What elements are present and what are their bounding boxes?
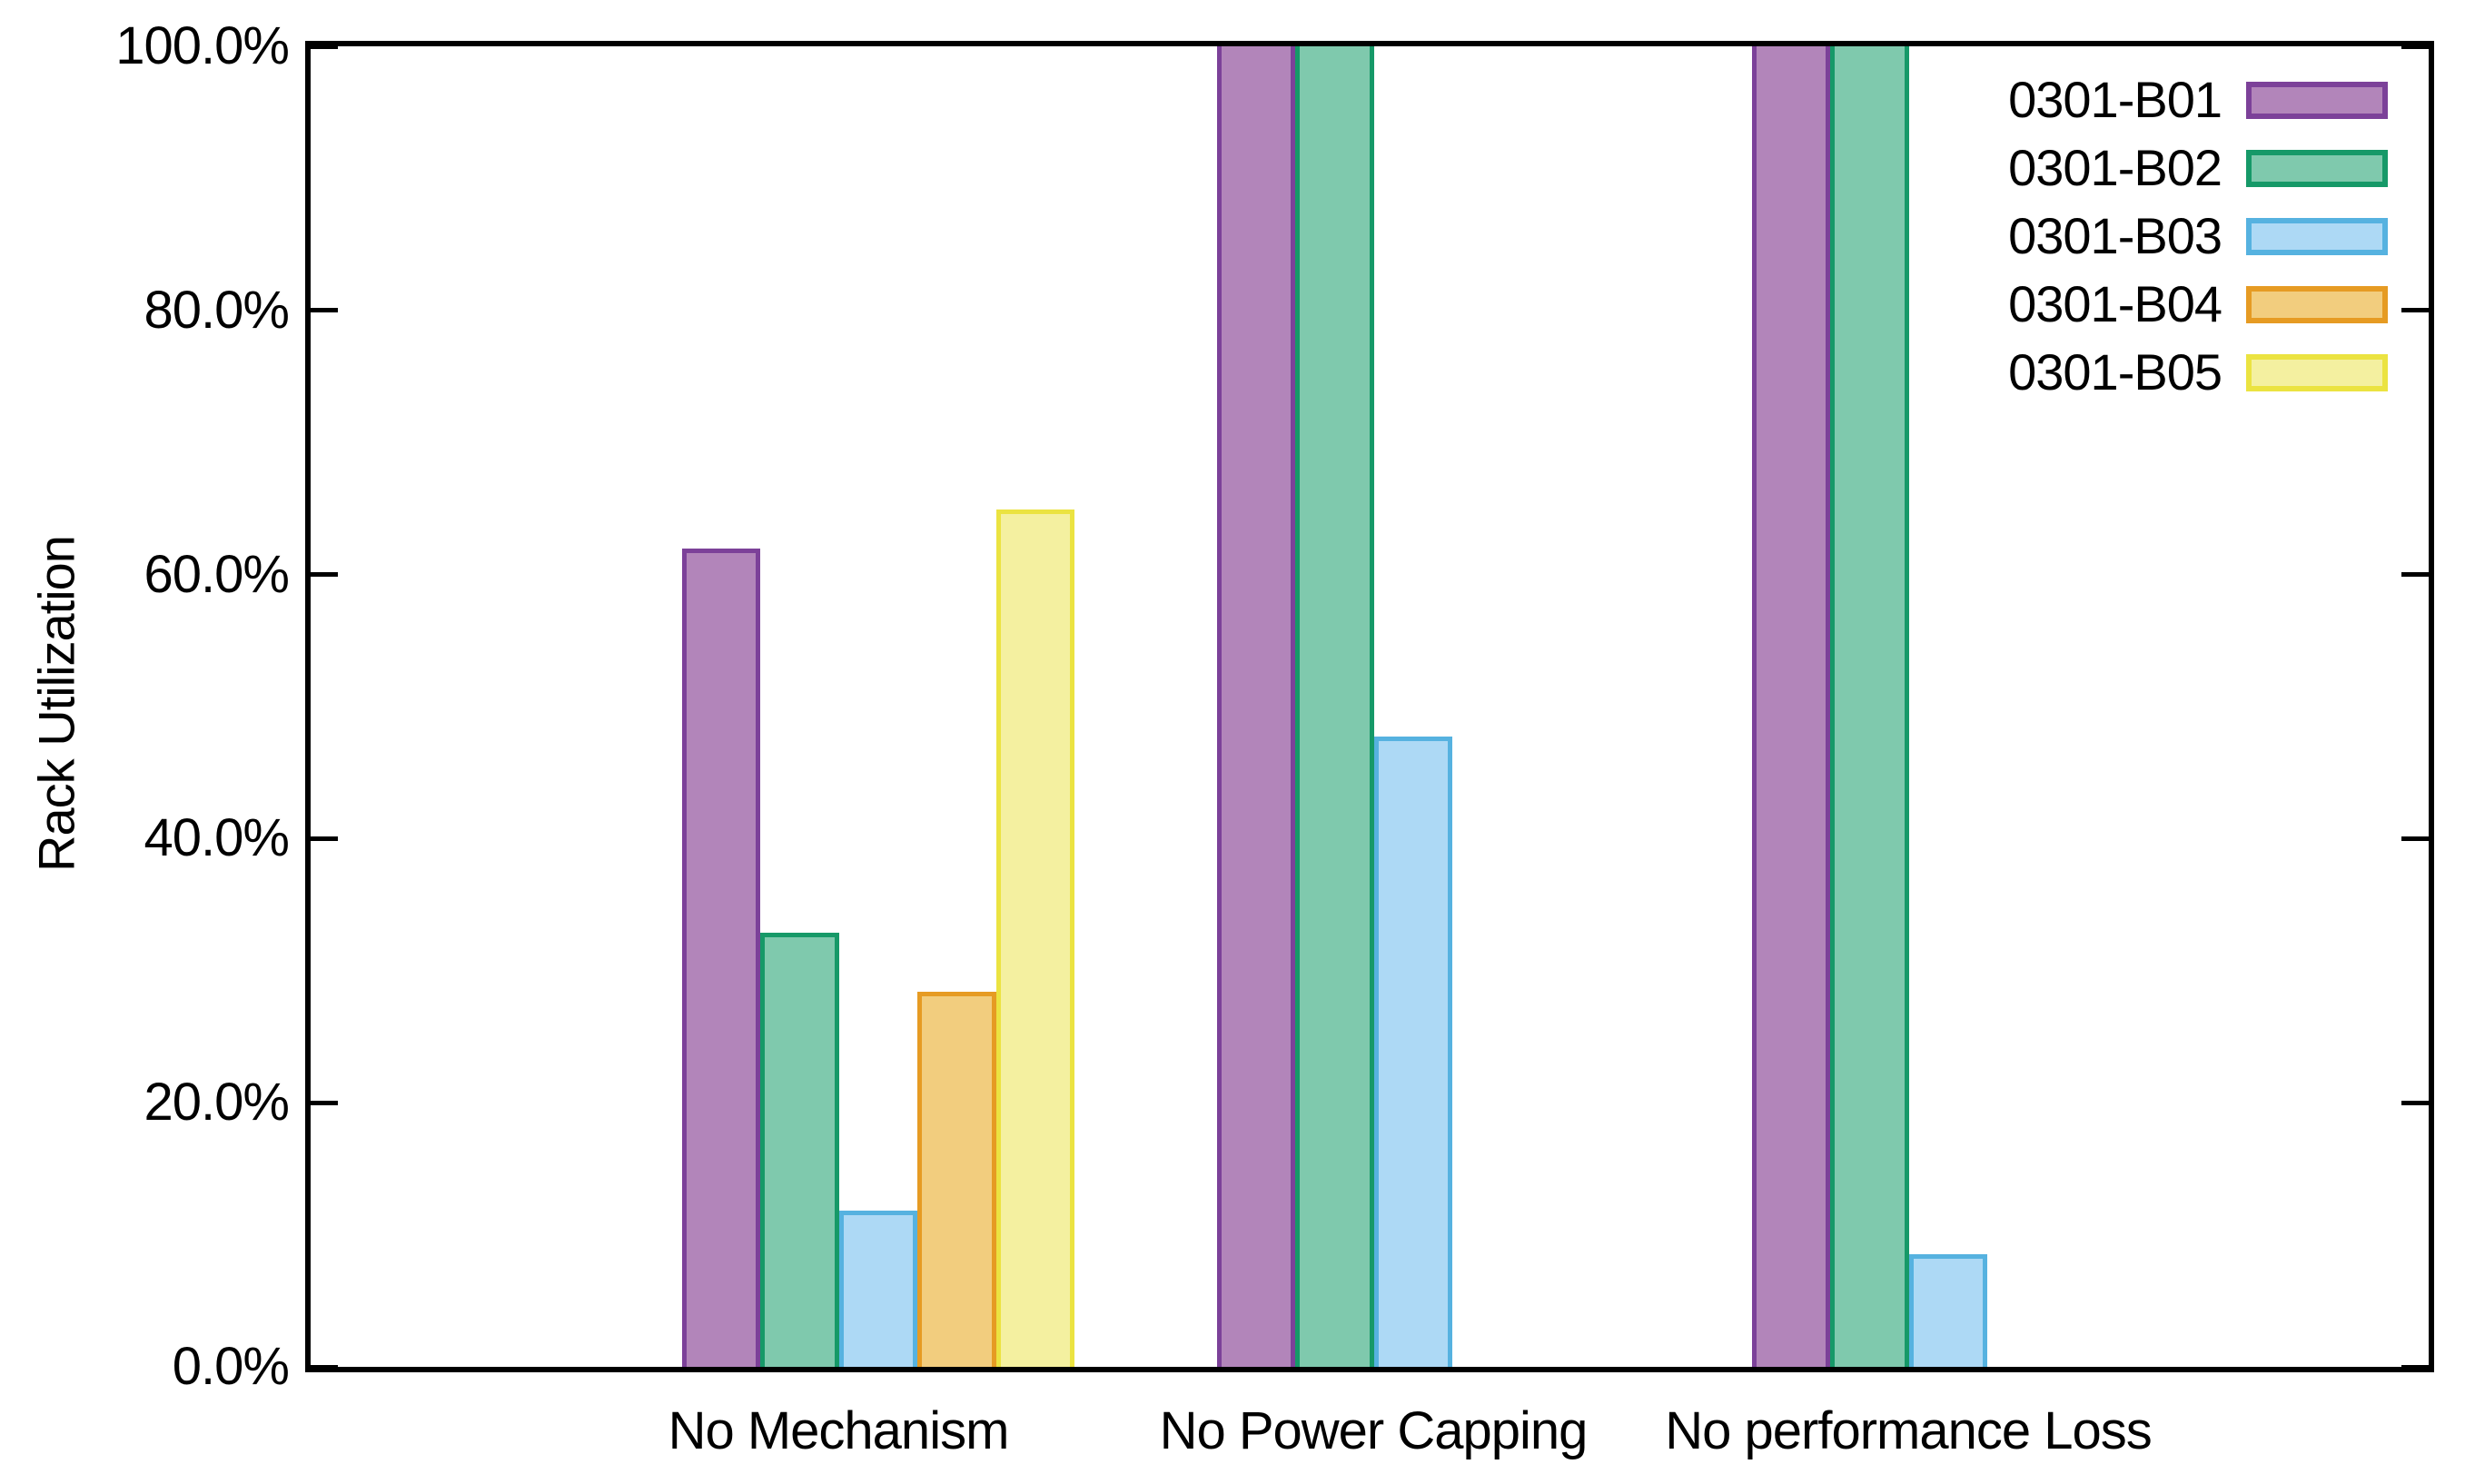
- ytick-label-0.0%: 0.0%: [172, 1337, 290, 1396]
- ytick-mark-right-0.0%: [2401, 1364, 2429, 1370]
- bar-0301-B01-group2: [1216, 46, 1296, 1367]
- ytick-mark-right-40.0%: [2401, 836, 2429, 841]
- bar-0301-B03-group2: [1373, 737, 1453, 1367]
- ytick-mark-right-20.0%: [2401, 1100, 2429, 1105]
- legend-swatch-0301-B03: [2246, 217, 2388, 255]
- ytick-mark-right-60.0%: [2401, 572, 2429, 578]
- ytick-label-100.0%: 100.0%: [115, 16, 290, 75]
- ytick-mark-left-0.0%: [311, 1364, 338, 1370]
- legend-swatch-0301-B02: [2246, 149, 2388, 187]
- legend-swatch-0301-B05: [2246, 353, 2388, 391]
- legend-label-0301-B01: 0301-B01: [2008, 71, 2222, 128]
- ytick-mark-left-100.0%: [311, 44, 338, 49]
- category-label-2: No Power Capping: [1159, 1401, 1589, 1460]
- ytick-mark-left-60.0%: [311, 572, 338, 578]
- legend-swatch-0301-B04: [2246, 285, 2388, 323]
- ytick-label-60.0%: 60.0%: [144, 544, 290, 604]
- ytick-mark-left-40.0%: [311, 836, 338, 841]
- bar-0301-B02-group2: [1295, 46, 1374, 1367]
- ytick-mark-right-100.0%: [2401, 44, 2429, 49]
- bar-0301-B03-group1: [838, 1211, 918, 1367]
- ytick-mark-right-80.0%: [2401, 308, 2429, 313]
- legend-label-0301-B03: 0301-B03: [2008, 207, 2222, 264]
- bars-layer: [311, 46, 2429, 1367]
- legend-label-0301-B02: 0301-B02: [2008, 139, 2222, 196]
- bar-0301-B02-group3: [1830, 46, 1909, 1367]
- legend-swatch-0301-B01: [2246, 81, 2388, 119]
- ytick-label-20.0%: 20.0%: [144, 1073, 290, 1133]
- bar-0301-B04-group1: [917, 992, 996, 1367]
- bar-0301-B01-group1: [681, 548, 761, 1367]
- bar-0301-B02-group1: [760, 932, 839, 1367]
- ytick-label-80.0%: 80.0%: [144, 280, 290, 340]
- legend-label-0301-B05: 0301-B05: [2008, 343, 2222, 401]
- bar-0301-B05-group1: [995, 510, 1075, 1367]
- ytick-label-40.0%: 40.0%: [144, 808, 290, 868]
- bar-0301-B03-group3: [1908, 1254, 1988, 1367]
- category-label-1: No Mechanism: [668, 1401, 1010, 1460]
- ytick-mark-left-80.0%: [311, 308, 338, 313]
- category-label-3: No performance Loss: [1665, 1401, 2152, 1460]
- legend-label-0301-B04: 0301-B04: [2008, 275, 2222, 332]
- bar-0301-B01-group3: [1751, 46, 1831, 1367]
- ytick-mark-left-20.0%: [311, 1100, 338, 1105]
